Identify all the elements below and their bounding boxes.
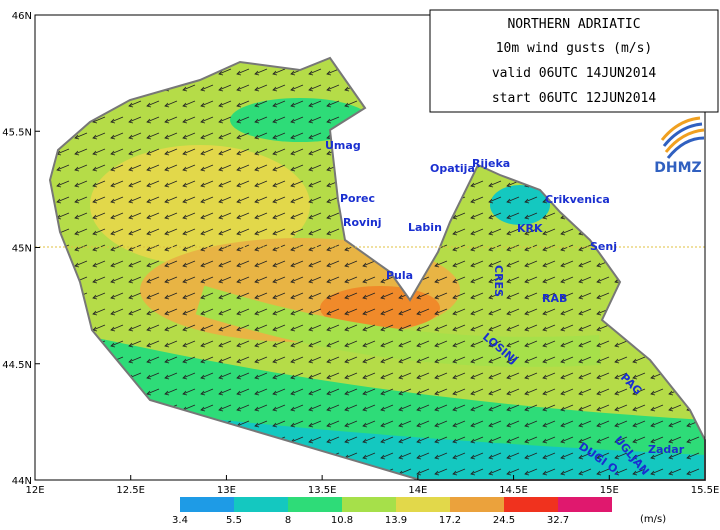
place-label: Opatija bbox=[430, 162, 475, 175]
place-label: RAB bbox=[542, 292, 567, 305]
colorbar-label: 10.8 bbox=[331, 515, 353, 526]
place-label: Senj bbox=[590, 240, 617, 253]
x-tick-label: 15E bbox=[600, 485, 619, 496]
place-label: KRK bbox=[517, 222, 543, 235]
title-line: valid 06UTC 14JUN2014 bbox=[492, 66, 657, 81]
title-line: NORTHERN ADRIATIC bbox=[507, 17, 640, 32]
colorbar-swatch bbox=[342, 497, 396, 512]
colorbar-swatch bbox=[396, 497, 450, 512]
title-line: start 06UTC 12JUN2014 bbox=[492, 91, 657, 106]
place-label: Zadar bbox=[648, 443, 685, 456]
y-tick-label: 46N bbox=[12, 11, 32, 22]
logo-text: DHMZ bbox=[654, 160, 701, 176]
colorbar-swatch bbox=[558, 497, 612, 512]
place-label: Rijeka bbox=[472, 157, 510, 170]
y-tick-label: 45N bbox=[12, 244, 32, 255]
logo-mark bbox=[660, 116, 705, 159]
colorbar-swatch bbox=[288, 497, 342, 512]
colorbar-swatch bbox=[234, 497, 288, 512]
x-tick-label: 15.5E bbox=[691, 485, 720, 496]
colorbar: (m/s) 3.4 5.5 8 10.8 13.9 17.2 24.5 32.7 bbox=[172, 497, 666, 526]
place-label: CRES bbox=[492, 265, 505, 297]
y-tick-label: 44.5N bbox=[2, 360, 32, 371]
coastline bbox=[48, 56, 706, 481]
colorbar-swatch bbox=[180, 497, 234, 512]
y-tick-label: 44N bbox=[12, 476, 32, 487]
colorbar-swatch bbox=[504, 497, 558, 512]
place-label: Pula bbox=[386, 269, 413, 282]
x-tick-label: 14E bbox=[408, 485, 427, 496]
colorbar-label: 8 bbox=[285, 515, 291, 526]
title-line: 10m wind gusts (m/s) bbox=[496, 41, 653, 56]
x-tick-label: 13.5E bbox=[308, 485, 337, 496]
place-label: Rovinj bbox=[343, 216, 382, 229]
colorbar-label: 24.5 bbox=[493, 515, 515, 526]
colorbar-label: 3.4 bbox=[172, 515, 188, 526]
x-tick-label: 12.5E bbox=[116, 485, 145, 496]
colorbar-label: 13.9 bbox=[385, 515, 407, 526]
place-label: Crikvenica bbox=[545, 193, 610, 206]
colorbar-swatch bbox=[450, 497, 504, 512]
x-tick-label: 12E bbox=[25, 485, 44, 496]
colorbar-label: 32.7 bbox=[547, 515, 569, 526]
x-tick-label: 14.5E bbox=[499, 485, 528, 496]
place-label: Porec bbox=[340, 192, 375, 205]
colorbar-label: 17.2 bbox=[439, 515, 461, 526]
x-tick-label: 13E bbox=[217, 485, 236, 496]
y-tick-label: 45.5N bbox=[2, 127, 32, 138]
place-label: Umag bbox=[325, 139, 361, 152]
axes: 12E 12.5E 13E 13.5E 14E 14.5E 15E 15.5E 44N 44.5N… bbox=[2, 11, 719, 496]
colorbar-label: 5.5 bbox=[226, 515, 242, 526]
colorbar-unit: (m/s) bbox=[640, 514, 666, 525]
logo: DHMZ bbox=[654, 116, 705, 176]
place-label: Labin bbox=[408, 221, 442, 234]
title-box: NORTHERN ADRIATIC 10m wind gusts (m/s) v… bbox=[429, 9, 719, 113]
title-frame bbox=[429, 9, 719, 113]
